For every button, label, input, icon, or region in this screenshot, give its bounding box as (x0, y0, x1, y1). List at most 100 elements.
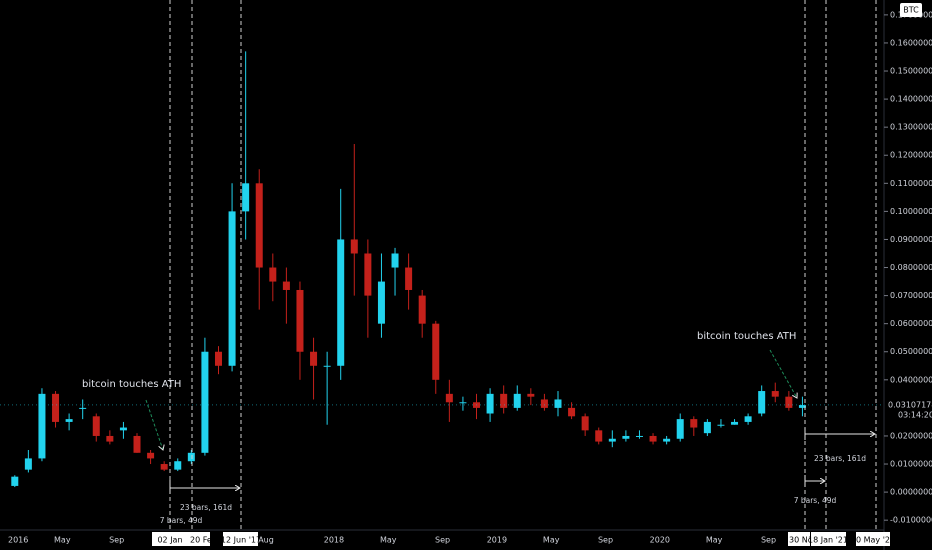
x-tick-label: Aug (258, 536, 274, 545)
annotation: bitcoin touches ATH (82, 379, 181, 390)
x-tick-label: May (54, 536, 71, 545)
x-tick-label: 2019 (487, 536, 507, 545)
candle-body (703, 421, 711, 434)
candle-body (758, 391, 766, 414)
candle-body (744, 416, 752, 422)
x-tick-label: 2018 (324, 536, 344, 545)
candle-body (581, 416, 589, 431)
candle-body (568, 407, 576, 417)
last-price-box (885, 397, 932, 420)
marker-box (788, 532, 810, 546)
candle-body (214, 351, 222, 366)
marker-box (189, 532, 210, 546)
range-arrow (169, 480, 240, 494)
candle-body (119, 427, 127, 431)
candle-body (690, 419, 698, 428)
last-price-label: 0.03107178 (888, 400, 932, 409)
candle-body (663, 438, 671, 442)
candle-body (459, 402, 467, 404)
marker-box (223, 532, 258, 546)
candle-body (798, 405, 806, 408)
annotation: 23 bars, 161d (814, 454, 866, 463)
x-tick-label: 2016 (8, 536, 28, 545)
candle-body (106, 435, 114, 442)
x-tick-label: Sep (109, 536, 124, 545)
x-tick-label: Sep (435, 536, 450, 545)
candle-body (269, 267, 277, 282)
candle-body (364, 253, 372, 296)
candle-body (11, 476, 19, 486)
annotation-arrow (769, 349, 797, 398)
annotation: 7 bars, 49d (794, 496, 837, 505)
annotation-arrow (145, 399, 163, 450)
candle-body (608, 438, 616, 442)
candle-body (527, 393, 535, 397)
candle-body (337, 239, 345, 366)
x-tick-label: 2020 (650, 536, 670, 545)
symbol-badge (900, 3, 922, 17)
marker-label: 20 Feb '17 (190, 536, 232, 545)
marker-box (152, 532, 189, 546)
candle-body (771, 391, 779, 397)
range-arrow (804, 475, 825, 487)
range-arrow (804, 428, 875, 440)
candle-body (513, 393, 521, 408)
candle-body (350, 239, 358, 254)
marker-label: 12 Jun '17 (221, 536, 261, 545)
symbol-label: BTC (903, 6, 919, 15)
candle-body (622, 435, 630, 439)
candle-body (24, 458, 32, 470)
candle-body (486, 393, 494, 414)
candle-body (540, 399, 548, 408)
candle-body (554, 399, 562, 408)
candle-body (595, 430, 603, 442)
plot-area (11, 51, 806, 488)
marker-box (856, 532, 890, 546)
candle-body (785, 396, 793, 408)
candle-body (147, 452, 155, 459)
candle-body (432, 323, 440, 380)
x-tick-label: May (380, 536, 397, 545)
candle-body (500, 393, 508, 408)
marker-label: 02 Jan (157, 536, 182, 545)
candle-body (228, 211, 236, 366)
y-tick-label: 0.00000000 (890, 488, 932, 497)
candle-body (133, 435, 141, 453)
candle-body (187, 452, 195, 462)
candle-body (377, 281, 385, 324)
candle-body (323, 365, 331, 367)
marker-box (811, 532, 846, 546)
candle-body (65, 419, 73, 422)
candle-body (731, 421, 739, 425)
countdown-label: 03:14:20 (898, 410, 932, 419)
candle-body (676, 419, 684, 439)
candle-body (174, 461, 182, 470)
candle-body (160, 464, 168, 470)
axes: 0.170000000.160000000.150000000.14000000… (0, 10, 932, 545)
candle-body (391, 253, 399, 268)
annotation: 7 bars, 49d (160, 516, 203, 525)
candle-body (649, 435, 657, 442)
candle-body (79, 407, 87, 409)
candle-body (445, 393, 453, 403)
candle-body (38, 393, 46, 459)
candle-body (282, 281, 290, 290)
marker-label: 10 May '21 (851, 536, 895, 545)
candle-body (201, 351, 209, 453)
candle-body (296, 289, 304, 352)
candle-body (635, 435, 643, 437)
candle-body (310, 351, 318, 366)
